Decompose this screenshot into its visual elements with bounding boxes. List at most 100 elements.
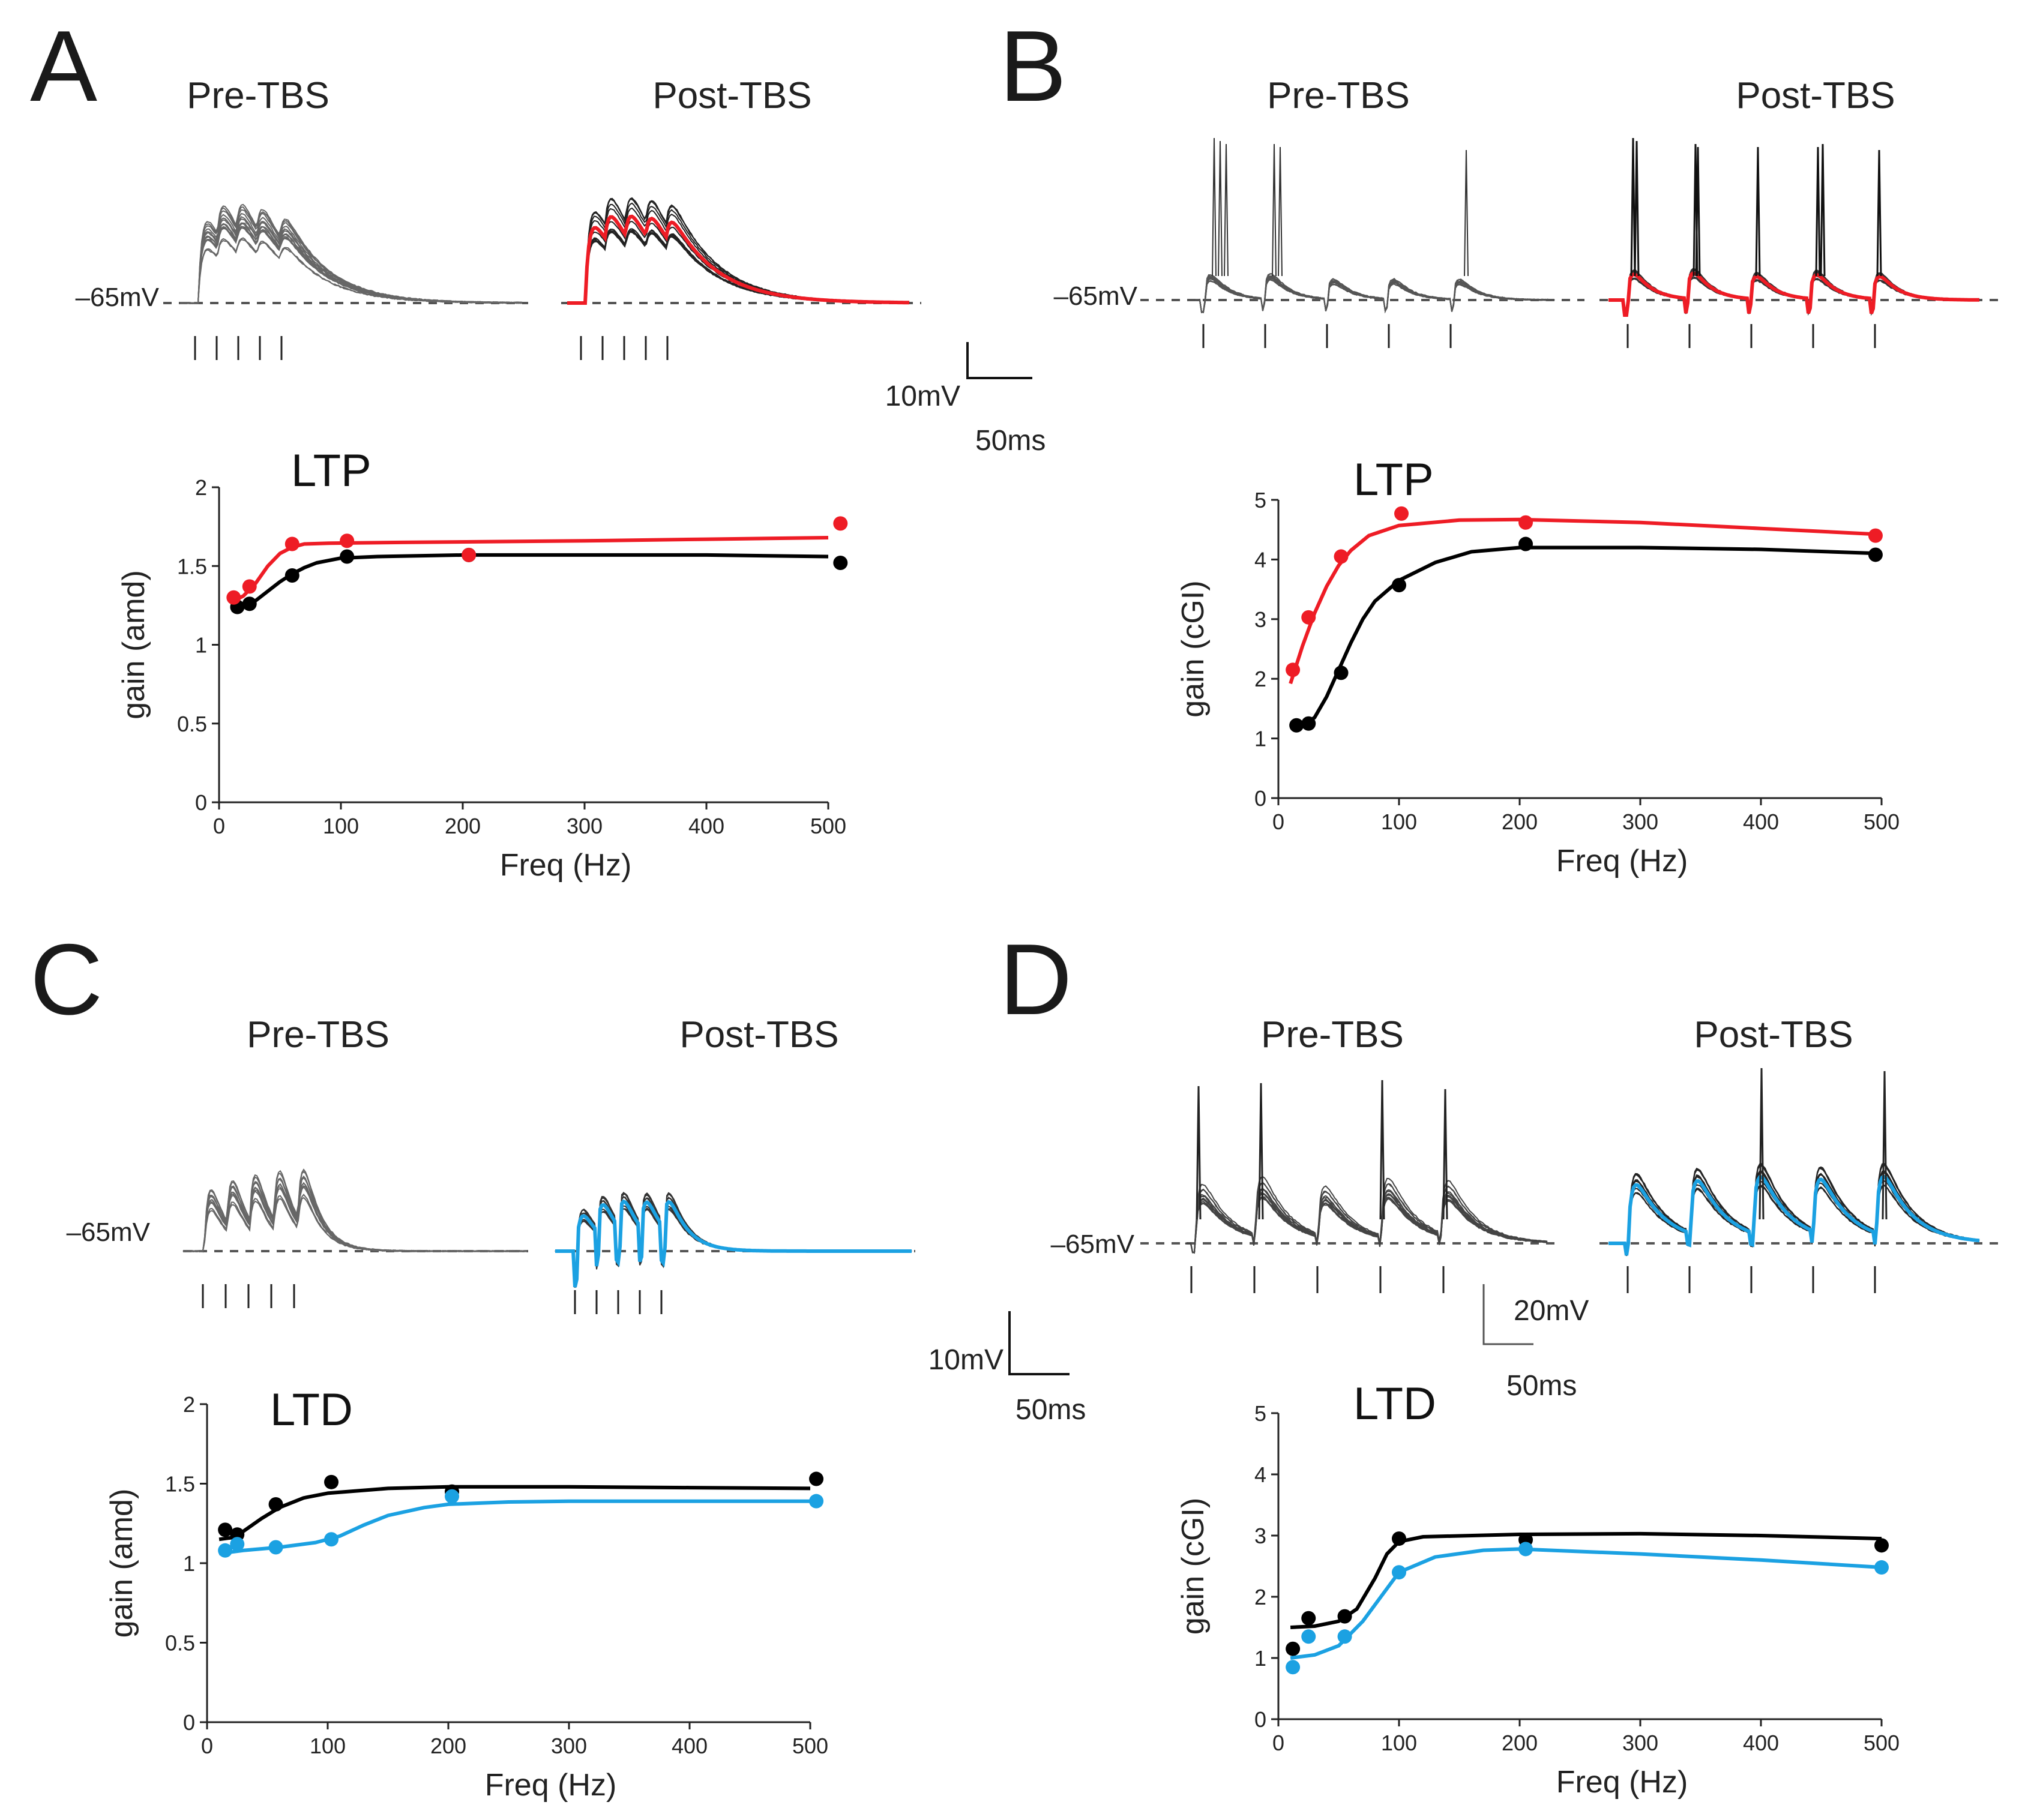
panel-b-y-axis-label: gain (cGI)	[1176, 580, 1211, 717]
trace	[1194, 273, 1555, 313]
panel-a-point-post	[226, 590, 241, 605]
panel-b-xtick-label: 400	[1743, 809, 1779, 834]
panel-b-xtick-label: 300	[1622, 809, 1658, 834]
spike	[1876, 149, 1882, 277]
panel-d-point-post	[1392, 1565, 1406, 1580]
panel-a-ytick-label: 0	[195, 790, 207, 815]
trace	[179, 227, 523, 305]
panel-a-pre-label: Pre-TBS	[187, 75, 329, 116]
panel-a-scale-t: 50ms	[975, 425, 1046, 457]
panel-d-point-post	[1518, 1542, 1533, 1557]
panel-a-ytick-label: 1	[195, 633, 207, 658]
trace	[183, 1175, 528, 1253]
panel-d-xtick-label: 400	[1743, 1731, 1779, 1755]
panel-d-chart: 0 1 2 3 4 5 0 100 200 300 400 500 LTD Freq (Hz) gain (…	[1176, 1378, 1900, 1800]
panel-d-post-stim-marks	[1626, 1266, 1876, 1293]
panel-d-chart-title: LTD	[1353, 1378, 1436, 1429]
panel-b-pre-traces	[1194, 137, 1555, 314]
panel-b-point-pre	[1289, 718, 1304, 733]
panel-a-xtick-label: 100	[323, 814, 359, 838]
trace	[1194, 275, 1555, 313]
panel-b-ytick-label: 2	[1254, 667, 1266, 691]
trace	[1608, 1164, 1980, 1256]
panel-d-pre-traces	[1185, 1080, 1548, 1254]
panel-d-xtick-label: 200	[1502, 1731, 1538, 1755]
panel-d-ytick-label: 4	[1254, 1462, 1266, 1487]
trace	[182, 1197, 528, 1253]
panel-letter-a: A	[30, 10, 97, 122]
spike	[1820, 143, 1826, 277]
panel-b-point-post	[1868, 528, 1883, 543]
panel-a-point-pre	[833, 556, 848, 570]
panel-a-ytick-label: 1.5	[177, 554, 207, 578]
panel-b-xtick-label: 100	[1381, 809, 1417, 834]
panel-d-point-post	[1286, 1660, 1301, 1675]
panel-d-point-pre	[1392, 1531, 1406, 1546]
trace	[182, 1186, 528, 1253]
panel-c-post-label: Post-TBS	[679, 1014, 838, 1056]
trace	[567, 197, 910, 304]
panel-b-ytick-label: 1	[1254, 727, 1266, 751]
trace	[1194, 273, 1554, 313]
trace	[1194, 278, 1555, 314]
spike	[1224, 143, 1229, 277]
panel-b-pre-label: Pre-TBS	[1267, 75, 1410, 116]
panel-b-point-post	[1301, 610, 1316, 625]
trace	[179, 226, 523, 305]
trace	[179, 238, 523, 304]
spike	[1464, 149, 1469, 277]
spike	[1755, 146, 1761, 277]
panel-a-point-post	[833, 516, 848, 531]
trace	[567, 198, 910, 304]
panel-c-fit-pre	[218, 1485, 811, 1542]
panel-d-xtick-label: 100	[1381, 1731, 1417, 1755]
panel-c-x-axis-label: Freq (Hz)	[485, 1768, 617, 1803]
panel-b-fit-post	[1289, 517, 1882, 685]
panel-c-point-post	[218, 1543, 233, 1558]
panel-c-baseline-label: –65mV	[67, 1218, 151, 1247]
highlight-trace	[1608, 271, 1979, 317]
trace	[567, 229, 910, 304]
trace	[567, 202, 910, 304]
trace	[1185, 1182, 1548, 1254]
panel-c-xtick-label: 400	[672, 1734, 708, 1758]
trace	[1185, 1188, 1548, 1254]
panel-b-post-stim-marks	[1626, 324, 1876, 348]
panel-c-xtick-label: 100	[310, 1734, 346, 1758]
panel-d-xtick-label: 0	[1272, 1731, 1284, 1755]
panel-a-xtick-label: 300	[567, 814, 603, 838]
panel-d-xtick-label: 300	[1622, 1731, 1658, 1755]
highlight-trace	[555, 1199, 912, 1288]
panel-c-point-pre	[809, 1471, 824, 1486]
panel-d-pre-label: Pre-TBS	[1261, 1014, 1404, 1056]
panel-c-point-post	[809, 1494, 824, 1509]
trace	[182, 1168, 528, 1253]
trace	[1194, 276, 1555, 313]
panel-d-fit-post	[1290, 1547, 1882, 1660]
spike	[1278, 146, 1283, 277]
trace	[182, 1185, 528, 1253]
panel-c-ytick-label: 0	[183, 1710, 195, 1735]
panel-d-point-post	[1337, 1629, 1352, 1644]
trace	[1185, 1182, 1548, 1254]
panel-b-point-post	[1518, 515, 1533, 530]
panel-a-ytick-label: 0.5	[177, 712, 207, 736]
trace	[567, 231, 910, 304]
panel-b-point-post	[1286, 662, 1301, 677]
panel-a-point-pre	[340, 549, 355, 564]
spike	[1379, 1080, 1385, 1220]
trace	[567, 220, 910, 304]
trace	[179, 237, 523, 304]
trace	[567, 228, 910, 304]
panel-b-x-axis-label: Freq (Hz)	[1556, 844, 1688, 878]
highlight-trace	[567, 214, 910, 305]
panel-a-ytick-label: 2	[195, 475, 207, 500]
panel-a-post-label: Post-TBS	[652, 75, 811, 116]
trace	[1194, 275, 1555, 313]
panel-c-pre-traces	[182, 1168, 528, 1253]
panel-a-point-post	[340, 533, 355, 548]
panel-a-post-traces	[567, 197, 910, 305]
panel-c-xtick-label: 0	[201, 1734, 213, 1758]
panel-b-post-traces	[1608, 137, 1980, 317]
panel-a-x-axis-label: Freq (Hz)	[500, 848, 632, 883]
